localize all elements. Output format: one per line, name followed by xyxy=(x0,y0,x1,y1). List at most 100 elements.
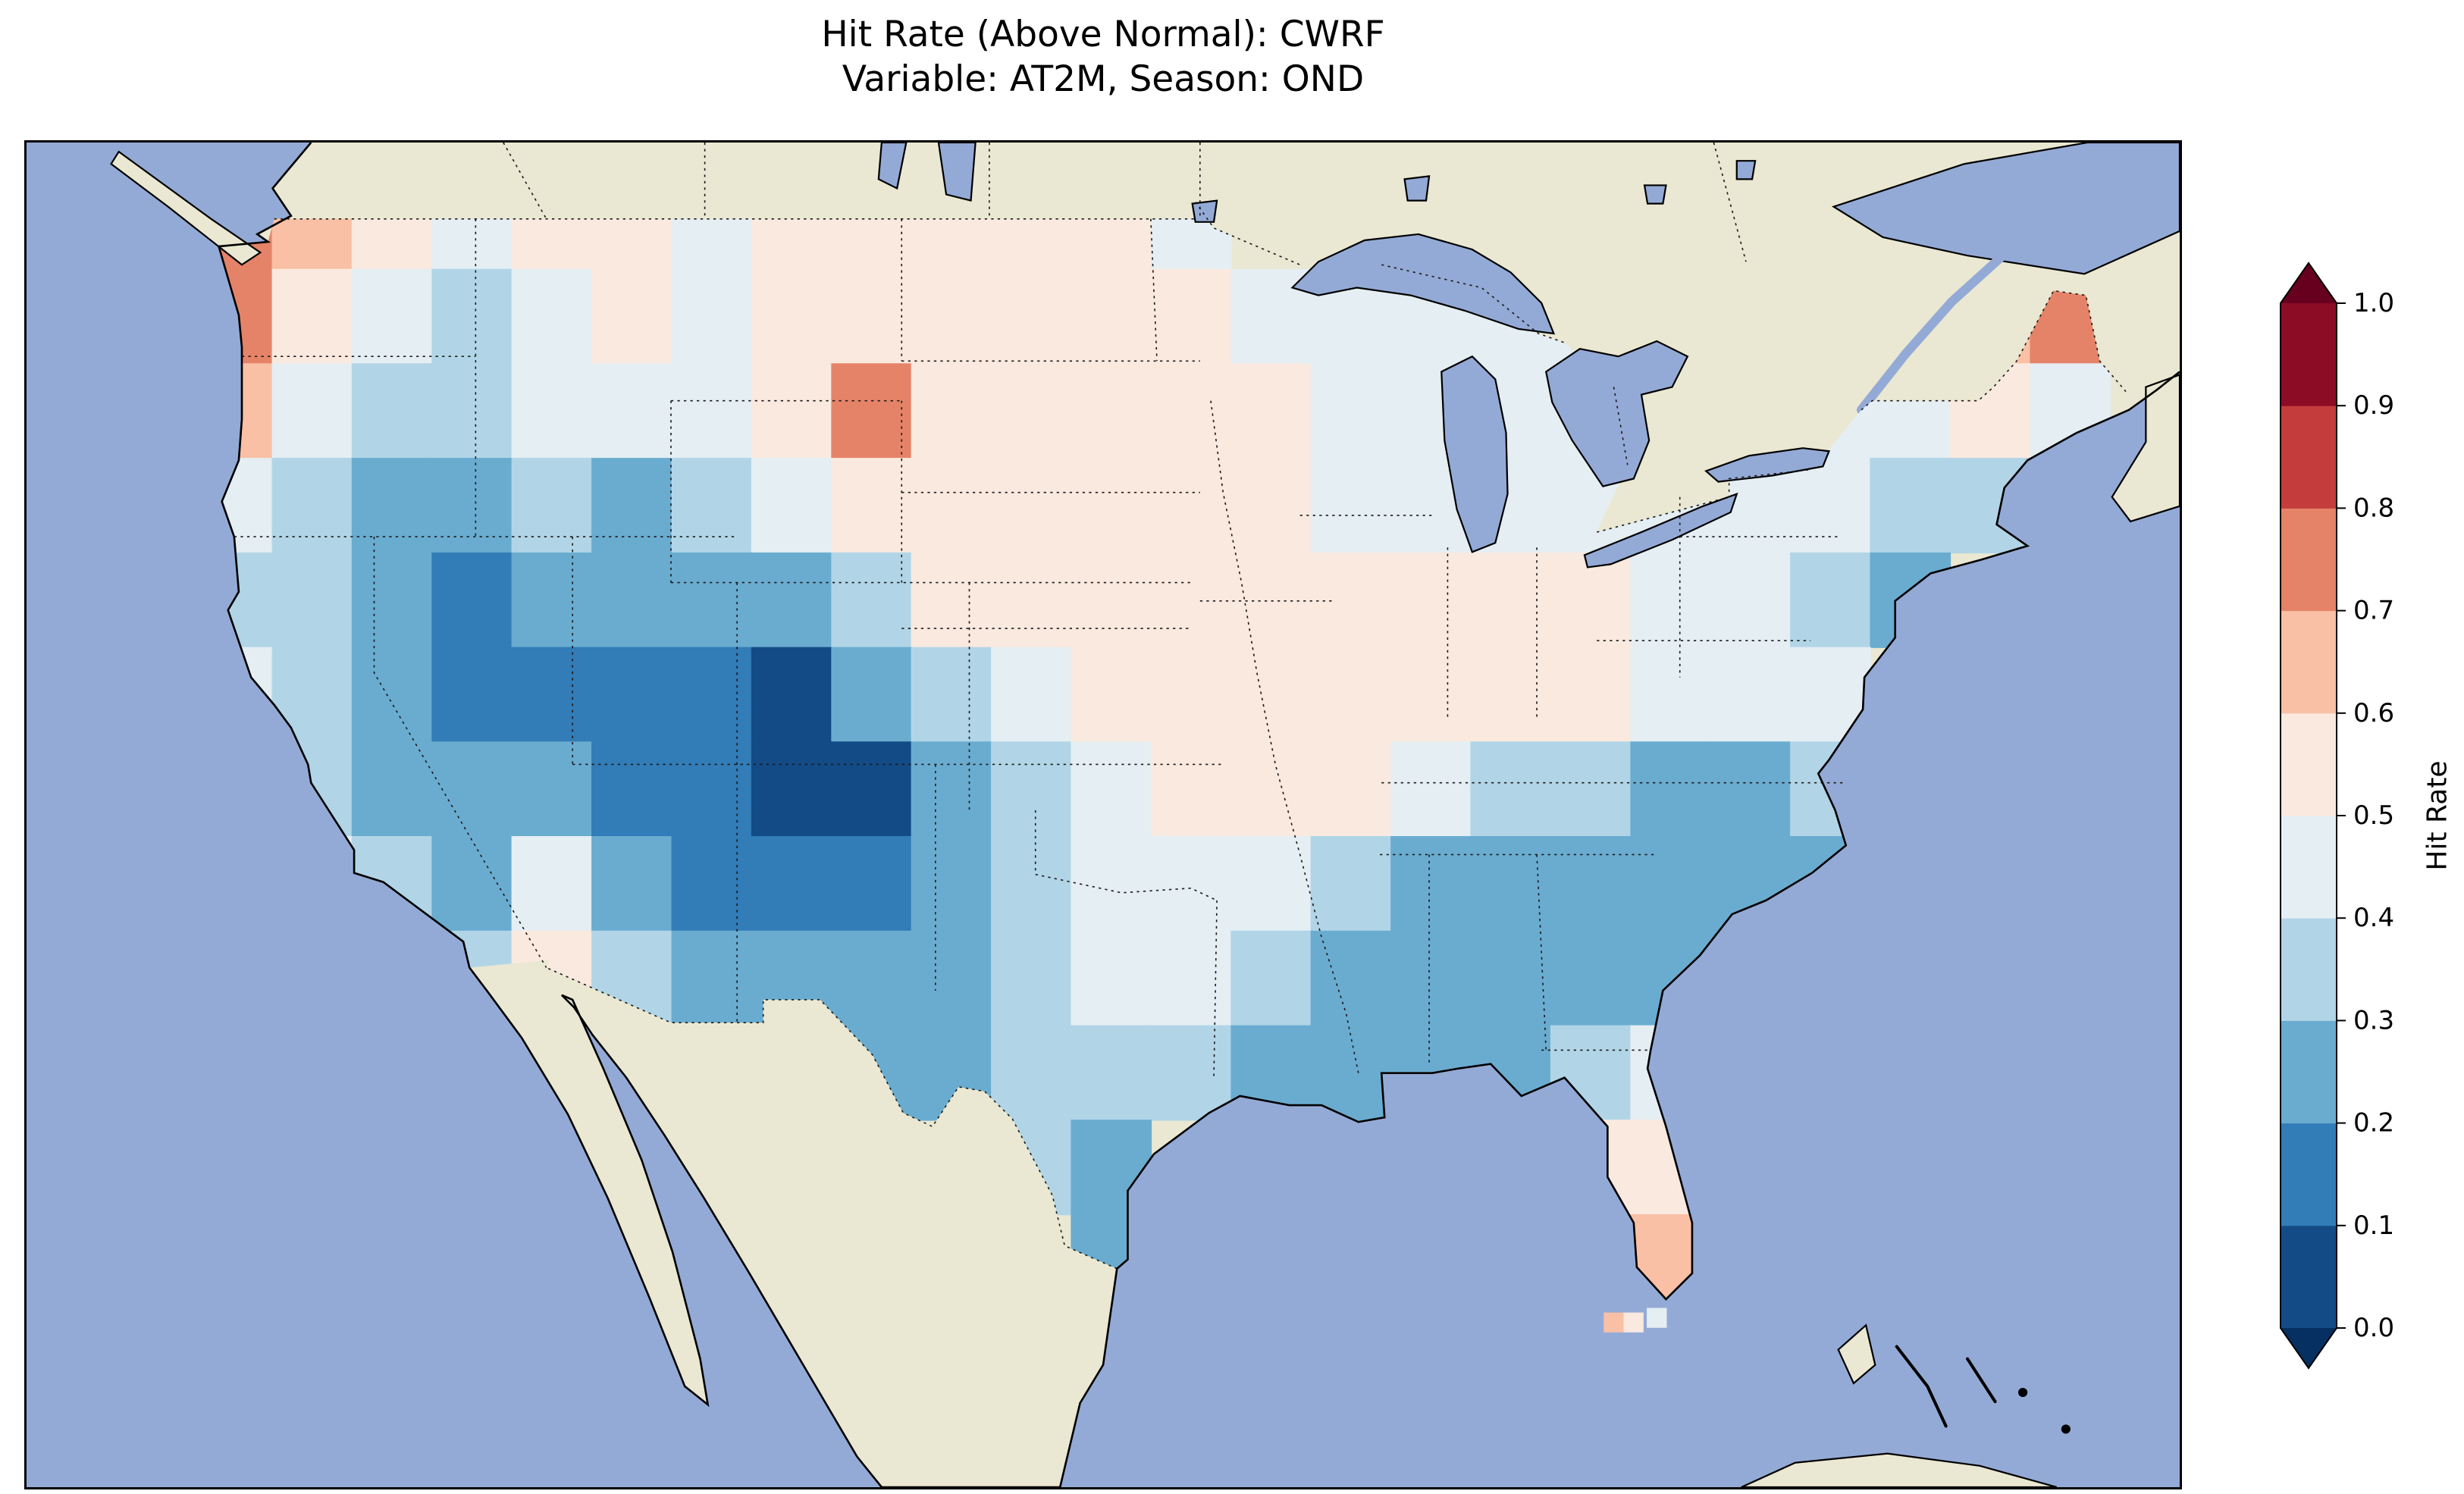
hit-rate-cell xyxy=(431,268,513,365)
colorbar-band xyxy=(2281,713,2337,816)
hit-rate-cell xyxy=(1310,930,1392,1026)
hit-rate-cell xyxy=(911,268,992,365)
hit-rate-cell xyxy=(671,268,753,365)
hit-rate-cell xyxy=(751,647,832,743)
hit-rate-cell xyxy=(1710,647,1792,743)
hit-rate-cell xyxy=(1230,363,1312,459)
hit-rate-cell xyxy=(991,458,1072,554)
colorbar-band xyxy=(2281,1020,2337,1124)
bahama-cay-3 xyxy=(2018,1387,2028,1398)
hit-rate-cell xyxy=(831,930,913,1026)
hit-rate-cell xyxy=(1790,458,1871,554)
hit-rate-cell xyxy=(591,458,672,554)
hit-rate-cell xyxy=(1470,930,1552,1026)
hit-rate-cell xyxy=(1150,458,1232,554)
hit-rate-cell xyxy=(1710,552,1792,648)
colorbar: 1.0 0.9 0.8 0.7 0.6 0.5 0.4 0.3 0.2 0.1 0.0 Hit Rat… xyxy=(2267,250,2464,1402)
hit-rate-cell xyxy=(1390,552,1472,648)
border-line xyxy=(1213,900,1218,1078)
colorbar-tick-label: 0.9 xyxy=(2353,390,2394,421)
colorbar-tick-label: 1.0 xyxy=(2353,288,2394,318)
hit-rate-cell xyxy=(431,552,513,648)
hit-rate-cell xyxy=(431,363,513,459)
islands xyxy=(110,150,2180,1487)
hit-rate-cell xyxy=(831,458,913,554)
hit-rate-cell xyxy=(1150,1025,1232,1121)
hit-rate-cell xyxy=(1071,930,1152,1026)
bahama-cay-1 xyxy=(1895,1345,1948,1428)
hit-rate-cell xyxy=(431,647,513,743)
figure-title-line1: Hit Rate (Above Normal): CWRF xyxy=(821,14,1385,55)
hit-rate-cell xyxy=(1071,647,1152,743)
hit-rate-cell xyxy=(1230,647,1312,743)
hit-rate-cell xyxy=(1150,930,1232,1026)
hit-rate-cell xyxy=(991,268,1072,365)
border-line xyxy=(1613,387,1629,465)
hit-rate-cell xyxy=(351,647,433,743)
hit-rate-cell xyxy=(831,552,913,648)
hit-rate-cell xyxy=(911,363,992,459)
border-line xyxy=(373,537,547,968)
hit-rate-cell xyxy=(511,458,593,554)
small-lake-quebec-1 xyxy=(1643,184,1667,205)
lake-manitoba xyxy=(877,143,908,190)
hit-rate-cell xyxy=(671,930,753,1026)
hit-rate-cell xyxy=(511,552,593,648)
figure-title-line2: Variable: AT2M, Season: OND xyxy=(842,58,1365,101)
bahama-cay-4 xyxy=(2061,1424,2071,1434)
hit-rate-cell xyxy=(511,836,593,932)
lake-nipigon xyxy=(1403,175,1431,202)
hit-rate-cell xyxy=(1150,647,1232,743)
hit-rate-cell xyxy=(991,552,1072,648)
hit-rate-cell xyxy=(1310,1025,1392,1121)
hit-rate-cell xyxy=(1310,836,1392,932)
florida-keys-cells xyxy=(1603,1308,1667,1333)
hit-rate-cell xyxy=(1310,363,1392,459)
hit-rate-cell xyxy=(591,268,672,365)
hit-rate-cell xyxy=(1071,363,1152,459)
hit-rate-cell xyxy=(1071,1025,1152,1121)
hit-rate-cell xyxy=(991,930,1072,1026)
hit-rate-cell xyxy=(1550,741,1632,838)
colorbar-band xyxy=(2281,303,2337,406)
hit-rate-cell xyxy=(751,741,832,838)
coastline xyxy=(217,143,2180,1487)
keys-cell xyxy=(1603,1312,1624,1333)
hit-rate-cell xyxy=(911,741,992,838)
hit-rate-cell xyxy=(351,268,433,365)
hit-rate-cell xyxy=(511,741,593,838)
hit-rate-cell xyxy=(1470,647,1552,743)
hit-rate-cell xyxy=(991,647,1072,743)
colorbar-band xyxy=(2281,406,2337,509)
hit-rate-cell xyxy=(591,552,672,648)
hit-rate-cell xyxy=(831,268,913,365)
gulf-of-st-lawrence xyxy=(1831,143,2180,275)
hit-rate-cell xyxy=(1870,458,1951,554)
colorbar-tick-label: 0.2 xyxy=(2353,1108,2394,1139)
colorbar-band xyxy=(2281,508,2337,612)
colorbar-svg: 1.0 0.9 0.8 0.7 0.6 0.5 0.4 0.3 0.2 0.1 0.0 Hit Rat… xyxy=(2280,262,2453,1370)
hit-rate-cell xyxy=(271,458,353,554)
hit-rate-cell xyxy=(591,741,672,838)
colorbar-extend-under xyxy=(2281,1328,2337,1368)
hit-rate-cell xyxy=(1390,741,1472,838)
state-and-country-borders xyxy=(234,143,2127,1270)
hit-rate-cell xyxy=(1470,836,1552,932)
bahama-cay-2 xyxy=(1966,1357,1997,1404)
cuba-north-coast xyxy=(1741,1452,2058,1487)
hit-rate-cell xyxy=(511,268,593,365)
hit-rate-cell xyxy=(1630,741,1712,838)
hit-rate-cell xyxy=(1071,458,1152,554)
colorbar-tick-label: 0.1 xyxy=(2353,1211,2394,1241)
colorbar-band xyxy=(2281,1225,2337,1329)
hit-rate-cell xyxy=(831,647,913,743)
st-lawrence-river xyxy=(1856,251,2008,415)
hit-rate-cell xyxy=(991,363,1072,459)
hit-rate-cell xyxy=(431,741,513,838)
keys-cell xyxy=(1623,1312,1644,1333)
hit-rate-cell xyxy=(751,458,832,554)
hit-rate-cell xyxy=(351,363,433,459)
border-line xyxy=(503,143,547,220)
great-lakes xyxy=(1290,233,1831,568)
lake-winnipeg xyxy=(937,143,977,202)
